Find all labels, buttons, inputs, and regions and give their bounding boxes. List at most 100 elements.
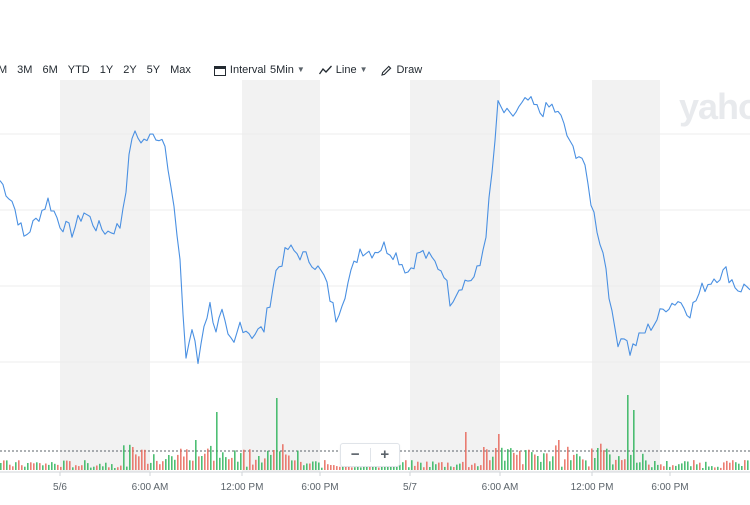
volume-bar xyxy=(246,466,248,470)
volume-bar xyxy=(306,463,308,470)
volume-bar xyxy=(519,450,521,470)
volume-bar xyxy=(132,447,134,470)
volume-bar xyxy=(9,464,11,470)
volume-bar xyxy=(720,467,722,470)
volume-bar xyxy=(657,464,659,470)
volume-bar xyxy=(399,464,401,470)
volume-bar xyxy=(480,465,482,470)
volume-bar xyxy=(93,466,95,470)
volume-bar xyxy=(66,460,68,470)
volume-bar xyxy=(204,453,206,470)
volume-bar xyxy=(507,449,509,470)
range-button-1m[interactable]: M xyxy=(0,64,8,76)
volume-bar xyxy=(459,463,461,470)
pencil-icon xyxy=(381,65,392,76)
volume-bar xyxy=(561,466,563,470)
volume-bar xyxy=(45,463,47,470)
range-button-2y[interactable]: 2Y xyxy=(123,64,137,76)
calendar-icon xyxy=(213,65,226,76)
volume-bar xyxy=(366,464,368,470)
volume-bar xyxy=(354,467,356,470)
volume-bar xyxy=(465,432,467,470)
zoom-out-button[interactable]: − xyxy=(350,446,360,463)
volume-bar xyxy=(735,462,737,470)
zoom-in-button[interactable]: + xyxy=(380,446,390,463)
volume-bar xyxy=(513,452,515,470)
volume-bar xyxy=(582,459,584,470)
volume-bar xyxy=(438,462,440,470)
volume-bar xyxy=(78,466,80,470)
range-button-3m[interactable]: 3M xyxy=(17,64,33,76)
chart-type-dropdown[interactable]: Line ▼ xyxy=(318,58,367,82)
zoom-controls: − + xyxy=(340,443,400,467)
volume-bar xyxy=(99,463,101,470)
volume-bar xyxy=(651,467,653,470)
volume-bar xyxy=(75,465,77,470)
volume-bar xyxy=(672,465,674,470)
volume-bar xyxy=(522,464,524,470)
volume-bar xyxy=(237,461,239,470)
volume-bar xyxy=(654,461,656,470)
volume-bar xyxy=(516,454,518,470)
volume-bar xyxy=(168,455,170,470)
volume-bar xyxy=(36,462,38,470)
volume-bar xyxy=(549,461,551,470)
volume-bar xyxy=(150,462,152,470)
volume-bar xyxy=(618,456,620,470)
volume-bar xyxy=(309,463,311,470)
volume-bar xyxy=(642,453,644,470)
volume-bar xyxy=(138,456,140,470)
volume-bar xyxy=(27,463,29,470)
volume-bar xyxy=(105,462,107,470)
volume-bar xyxy=(165,459,167,470)
interval-dropdown[interactable]: Interval 5Min ▼ xyxy=(213,58,305,82)
volume-bar xyxy=(537,456,539,470)
range-button-max[interactable]: Max xyxy=(170,64,191,76)
line-chart-icon xyxy=(318,65,332,75)
volume-bar xyxy=(426,461,428,470)
volume-bar xyxy=(687,461,689,470)
volume-bar xyxy=(210,445,212,470)
range-selector: M 3M 6M YTD 1Y 2Y 5Y Max xyxy=(0,58,196,82)
volume-bar xyxy=(120,465,122,470)
draw-button[interactable]: Draw xyxy=(381,58,422,82)
volume-bar xyxy=(747,460,749,470)
volume-bar xyxy=(648,464,650,470)
volume-bar xyxy=(564,459,566,470)
volume-bar xyxy=(18,460,20,470)
volume-bar xyxy=(30,462,32,470)
volume-bar xyxy=(402,462,404,470)
volume-bar xyxy=(225,457,227,470)
volume-bar xyxy=(6,460,8,470)
volume-bar xyxy=(552,456,554,470)
volume-bar xyxy=(324,460,326,470)
volume-bar xyxy=(318,462,320,470)
volume-bar xyxy=(675,465,677,470)
volume-bar xyxy=(732,460,734,470)
volume-bar xyxy=(633,410,635,470)
volume-bar xyxy=(228,459,230,470)
volume-bar xyxy=(489,460,491,470)
range-button-6m[interactable]: 6M xyxy=(42,64,58,76)
volume-bar xyxy=(375,466,377,470)
volume-bar xyxy=(291,460,293,470)
volume-bar xyxy=(471,464,473,470)
range-button-5y[interactable]: 5Y xyxy=(146,64,161,76)
volume-bar xyxy=(216,412,218,470)
yahoo-logo: yaho xyxy=(679,86,750,127)
range-button-1y[interactable]: 1Y xyxy=(99,64,114,76)
volume-bar xyxy=(108,467,110,470)
volume-bar xyxy=(192,460,194,470)
volume-bar xyxy=(330,465,332,470)
volume-bar xyxy=(414,465,416,470)
volume-bar xyxy=(585,460,587,470)
volume-bar xyxy=(12,466,14,470)
range-button-ytd[interactable]: YTD xyxy=(67,64,90,76)
volume-bar xyxy=(39,463,41,470)
volume-bar xyxy=(483,447,485,470)
volume-bar xyxy=(255,459,257,470)
volume-bar xyxy=(144,449,146,470)
volume-bar xyxy=(474,463,476,470)
